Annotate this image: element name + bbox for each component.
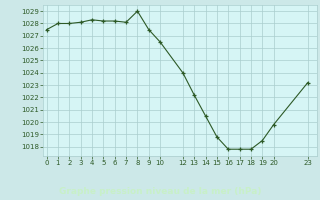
Text: Graphe pression niveau de la mer (hPa): Graphe pression niveau de la mer (hPa) [59,187,261,196]
